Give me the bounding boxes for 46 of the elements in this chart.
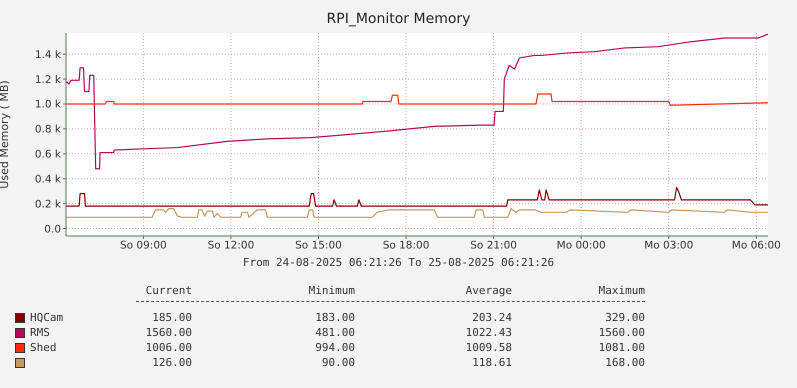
text: 118.61 — [471, 356, 512, 369]
text: 329.00 — [604, 311, 645, 324]
legend-label: Shed — [30, 341, 56, 354]
x-tick-label: Mo 06:00 — [732, 239, 781, 252]
y-tick-label: 1.2 k — [34, 74, 62, 86]
y-tick-label: 1.0 k — [34, 98, 62, 111]
y-tick-label: 1.4 k — [34, 48, 62, 61]
text: 1081.00 — [598, 341, 645, 354]
text: 1560.00 — [144, 326, 192, 339]
y-tick-label: 0.4 k — [34, 173, 62, 186]
line-series — [66, 93, 768, 106]
chart-title: RPI_Monitor Memory — [326, 11, 472, 27]
legend-label: HQCam — [30, 311, 64, 324]
text: Average — [464, 284, 512, 297]
x-tick-label: Mo 03:00 — [644, 239, 694, 252]
text: 1560.00 — [598, 326, 645, 339]
text: 185.00 — [151, 311, 192, 324]
y-tick-label: 0.6 k — [34, 148, 62, 161]
y-tick-label: 0.2 k — [34, 198, 62, 210]
text: 481.00 — [314, 326, 355, 339]
text: 168.00 — [604, 356, 645, 369]
x-tick-label: So 12:00 — [208, 239, 254, 252]
y-tick-label: 0.0 — [44, 223, 61, 236]
text: 90.00 — [320, 356, 355, 369]
line-series — [66, 34, 768, 170]
text: 994.00 — [314, 341, 355, 354]
text: Minimum — [308, 284, 355, 297]
line-series — [66, 208, 768, 218]
y-axis-title: Used Memory ( MB) — [0, 80, 11, 189]
x-tick-label: So 15:00 — [295, 239, 342, 252]
text: 1006.00 — [144, 341, 192, 354]
text: Maximum — [598, 284, 645, 297]
text: Current — [144, 284, 192, 297]
y-tick-label: 0.8 k — [34, 124, 62, 136]
x-tick-label: So 21:00 — [470, 239, 517, 252]
x-tick-label: So 09:00 — [120, 239, 167, 252]
x-tick-label: So 18:00 — [382, 239, 430, 252]
line-series — [66, 186, 768, 207]
text: From 24-08-2025 06:21:26 To 25-08-2025 06:21:26 — [242, 256, 556, 269]
text: 183.00 — [314, 311, 355, 324]
text: 1022.43 — [464, 326, 512, 339]
text: 203.24 — [471, 311, 512, 324]
x-tick-label: Mo 00:00 — [556, 239, 606, 252]
text: 126.00 — [151, 356, 192, 369]
legend-label: RMS — [30, 326, 50, 339]
text: 1009.58 — [464, 341, 512, 354]
